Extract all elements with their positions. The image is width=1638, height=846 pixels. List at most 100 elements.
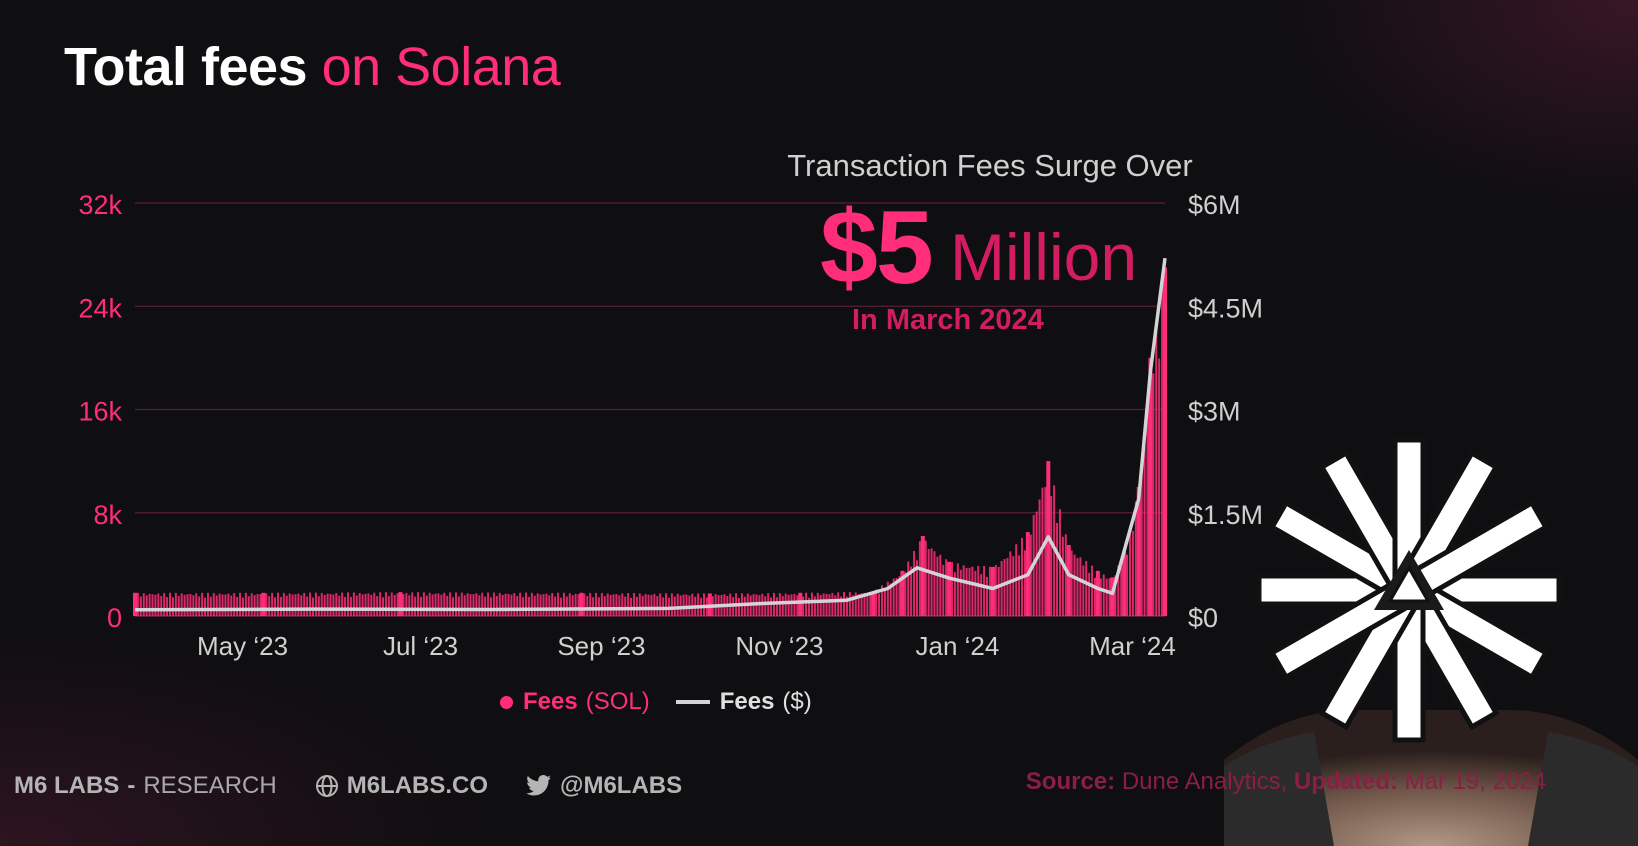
- fee-sol-bar: [1009, 551, 1012, 616]
- fee-sol-bar: [816, 592, 819, 616]
- fee-sol-bar: [872, 595, 875, 616]
- fee-sol-bar: [355, 595, 358, 616]
- fee-sol-bar: [297, 593, 300, 616]
- legend-sol-unit: (SOL): [585, 688, 650, 715]
- title-main: Total fees: [64, 37, 308, 97]
- fee-sol-bar: [361, 594, 364, 616]
- x-tick-label: Jul ‘23: [383, 631, 458, 661]
- footer-twitter-link[interactable]: @M6LABS: [526, 772, 682, 800]
- twitter-bird-icon: [526, 775, 552, 796]
- fee-sol-bar: [595, 592, 598, 616]
- legend-sol-marker: [500, 695, 513, 709]
- fee-sol-bar: [151, 594, 154, 616]
- fee-sol-bar: [691, 593, 694, 616]
- fee-sol-bar: [603, 596, 606, 616]
- fee-sol-bar: [837, 592, 840, 616]
- fee-sol-bar: [384, 592, 387, 616]
- fee-sol-bar: [1058, 509, 1061, 616]
- fee-sol-bar: [822, 593, 825, 616]
- fee-sol-bar: [571, 595, 574, 616]
- fee-sol-bar: [134, 597, 136, 616]
- fee-sol-bar: [1012, 556, 1015, 616]
- fee-sol-bar: [536, 593, 539, 616]
- fee-sol-bar: [285, 595, 288, 616]
- fee-sol-bar: [539, 594, 542, 616]
- fee-sol-bar: [396, 593, 399, 616]
- fee-sol-bar: [930, 548, 933, 616]
- fee-sol-bar: [697, 593, 700, 616]
- fee-sol-bar: [250, 593, 253, 616]
- fee-sol-bar: [653, 593, 656, 616]
- fee-sol-bar: [265, 593, 268, 616]
- fee-sol-bar: [241, 597, 244, 616]
- fee-sol-bar: [962, 565, 965, 616]
- fee-sol-bar: [565, 596, 568, 616]
- fee-sol-bar: [274, 597, 277, 616]
- fee-sol-bar: [487, 592, 490, 616]
- fee-sol-bar: [338, 595, 341, 616]
- fee-sol-bar: [414, 596, 417, 616]
- fee-sol-bar: [323, 594, 326, 616]
- fee-sol-bar: [425, 595, 428, 616]
- fee-sol-bar: [1000, 561, 1003, 616]
- fee-sol-bar: [253, 595, 256, 616]
- fee-sol-bar: [1102, 574, 1105, 616]
- fee-sol-bar: [647, 594, 650, 616]
- fee-sol-bar: [1085, 561, 1088, 616]
- legend-usd-unit: ($): [782, 688, 812, 715]
- fee-sol-bar: [781, 595, 784, 616]
- fee-sol-bar: [586, 595, 589, 616]
- fee-sol-bar: [997, 566, 1000, 616]
- fee-sol-bar: [813, 596, 816, 616]
- fee-sol-bar: [247, 596, 250, 616]
- fee-sol-bar: [805, 592, 808, 616]
- fee-sol-bar: [580, 594, 583, 616]
- fee-sol-bar: [574, 593, 577, 616]
- fee-sol-bar: [927, 549, 930, 616]
- annotation-headline: Transaction Fees Surge Over: [787, 148, 1193, 183]
- fee-sol-bar: [977, 565, 980, 616]
- fee-sol-bar: [320, 592, 323, 616]
- fee-sol-bar: [221, 594, 224, 616]
- fee-sol-bar: [314, 592, 317, 616]
- fee-sol-bar: [974, 570, 977, 616]
- fee-sol-bar: [291, 594, 294, 616]
- fee-sol-bar: [656, 596, 659, 616]
- fee-sol-bar: [1023, 550, 1026, 616]
- fee-sol-bar: [201, 592, 204, 616]
- fee-sol-bar: [347, 592, 350, 616]
- fee-sol-bar: [1123, 551, 1126, 616]
- fee-sol-bar: [154, 594, 157, 616]
- fee-sol-bar: [533, 595, 536, 616]
- fee-sol-bar: [880, 585, 883, 616]
- fee-sol-bar: [635, 596, 638, 616]
- fee-sol-bar: [638, 593, 641, 616]
- fee-sol-bar: [986, 576, 989, 616]
- fee-sol-bar: [1155, 325, 1158, 616]
- fee-sol-bar: [994, 565, 997, 616]
- fee-sol-bar: [317, 596, 320, 616]
- fee-sol-bar: [370, 594, 373, 616]
- footer-brand: M6 LABS: [14, 772, 120, 799]
- fee-sol-bar: [950, 562, 953, 616]
- fee-sol-bar: [840, 596, 843, 616]
- footer-website-link[interactable]: M6LABS.CO: [315, 772, 488, 800]
- fee-sol-bar: [457, 596, 460, 616]
- fee-sol-bar: [770, 597, 773, 616]
- y-right-tick-label: $4.5M: [1188, 293, 1263, 323]
- fee-sol-bar: [393, 594, 396, 616]
- fee-sol-bar: [408, 595, 411, 616]
- fee-sol-bar: [793, 593, 796, 616]
- fee-sol-bar: [434, 593, 437, 616]
- fee-sol-bar: [183, 594, 186, 616]
- fee-sol-bar: [1140, 460, 1143, 616]
- fee-sol-bar: [236, 596, 239, 616]
- source-credit: Source: Dune Analytics, Updated: Mar 19,…: [1026, 768, 1546, 796]
- legend-sol-name: Fees: [523, 688, 578, 715]
- fee-sol-bar: [1070, 550, 1073, 616]
- fee-sol-bar: [1128, 525, 1131, 616]
- fee-sol-bar: [428, 592, 431, 616]
- fee-sol-bar: [959, 569, 962, 616]
- fee-sol-bar: [933, 551, 936, 616]
